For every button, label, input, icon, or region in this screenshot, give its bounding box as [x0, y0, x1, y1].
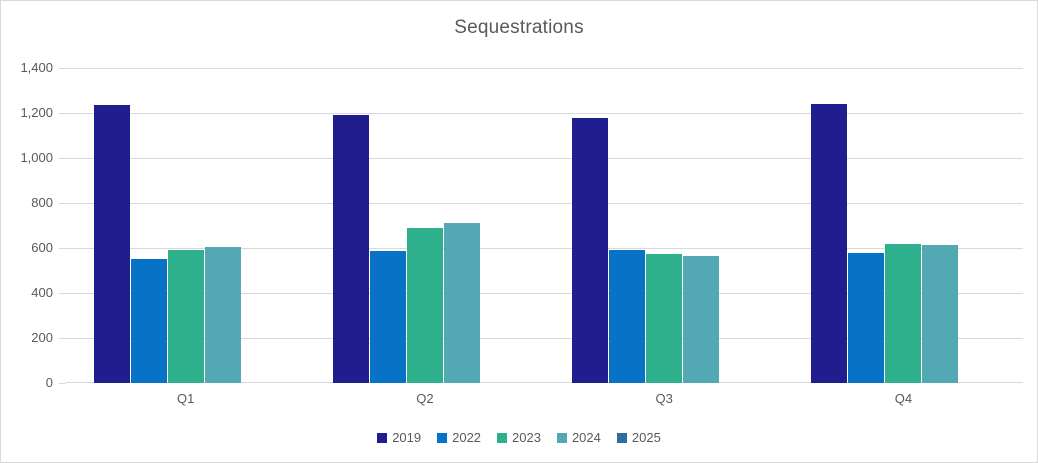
- legend-label: 2022: [452, 430, 482, 445]
- y-tick-mark: [59, 158, 66, 159]
- legend-swatch-icon: [437, 432, 448, 443]
- bar-2022-q2: [369, 251, 406, 383]
- gridline-y-600: [66, 248, 1023, 249]
- bar-group-q4: [784, 68, 1023, 383]
- bar-2019-q3: [572, 117, 609, 383]
- y-tick-label: 600: [31, 240, 53, 255]
- bar-2024-q3: [683, 255, 720, 383]
- y-tick-label: 1,200: [20, 105, 53, 120]
- x-tick-label-q2: Q2: [416, 391, 434, 406]
- y-tick-mark: [59, 68, 66, 69]
- bar-group-q2: [305, 68, 544, 383]
- bar-2023-q4: [885, 243, 922, 383]
- x-tick-label-q4: Q4: [894, 391, 913, 406]
- y-tick-label: 0: [45, 375, 53, 390]
- bar-2022-q4: [848, 252, 885, 383]
- bar-2019-q2: [332, 115, 369, 383]
- legend-swatch-icon: [616, 432, 627, 443]
- legend-item-2025: 2025: [616, 430, 661, 445]
- y-tick-mark: [59, 113, 66, 114]
- y-tick-label: 200: [31, 330, 53, 345]
- gridline-y-1000: [66, 158, 1023, 159]
- y-tick-label: 800: [31, 195, 53, 210]
- bar-2019-q1: [93, 105, 130, 383]
- legend-item-2024: 2024: [556, 430, 601, 445]
- y-tick-mark: [59, 293, 66, 294]
- legend-label: 2023: [512, 430, 541, 445]
- legend: 2019 2022 2023 2024 2025: [1, 430, 1037, 445]
- y-tick-mark: [59, 248, 66, 249]
- legend-label: 2025: [631, 430, 661, 445]
- y-tick-label: 400: [31, 285, 53, 300]
- x-tick-label-q1: Q1: [176, 391, 195, 406]
- bar-2023-q1: [167, 250, 204, 383]
- legend-swatch-icon: [497, 432, 508, 443]
- bar-2022-q3: [609, 250, 646, 383]
- y-tick-mark: [59, 203, 66, 204]
- bar-group-q1: [66, 68, 305, 383]
- chart-title: Sequestrations: [454, 17, 584, 38]
- y-tick-label: 1,000: [20, 150, 53, 165]
- bar-2022-q1: [130, 259, 167, 383]
- legend-item-2022: 2022: [437, 430, 481, 445]
- gridline-y-0: [66, 382, 1023, 383]
- gridline-y-1400: [66, 68, 1023, 69]
- plot-area: [66, 68, 1023, 383]
- legend-item-2019: 2019: [377, 430, 421, 445]
- y-tick-label: 1,400: [20, 60, 53, 75]
- bar-2023-q3: [646, 253, 683, 383]
- x-tick-label-q3: Q3: [655, 391, 673, 406]
- gridline-y-400: [66, 293, 1023, 294]
- legend-label: 2019: [392, 430, 422, 445]
- gridline-y-1200: [66, 113, 1023, 114]
- legend-swatch-icon: [377, 432, 388, 443]
- legend-swatch-icon: [556, 432, 567, 443]
- gridline-y-800: [66, 203, 1023, 204]
- y-tick-mark: [59, 383, 66, 384]
- gridline-y-200: [66, 338, 1023, 339]
- bar-2024-q4: [922, 244, 959, 383]
- legend-item-2023: 2023: [497, 430, 541, 445]
- legend-label: 2024: [571, 430, 601, 445]
- bar-group-q3: [545, 68, 784, 383]
- bar-2019-q4: [811, 104, 848, 383]
- y-tick-mark: [59, 338, 66, 339]
- bar-2024-q1: [204, 246, 241, 383]
- bar-2024-q2: [443, 223, 480, 383]
- bar-2023-q2: [406, 227, 443, 383]
